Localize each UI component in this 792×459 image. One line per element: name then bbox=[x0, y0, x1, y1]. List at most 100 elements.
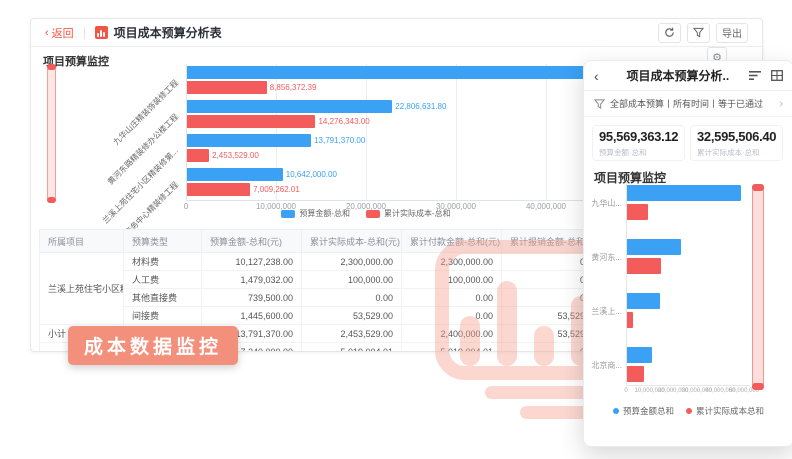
table-header-cell: 累计报销金额-总和(元) bbox=[501, 229, 594, 253]
zoom-handle-top[interactable] bbox=[752, 184, 764, 191]
budget-bar[interactable] bbox=[187, 168, 283, 181]
budget-bar[interactable] bbox=[187, 66, 622, 79]
filter-button[interactable] bbox=[687, 22, 710, 43]
zoom-handle-bottom[interactable] bbox=[752, 383, 764, 390]
category-label: 黄河东... bbox=[591, 253, 622, 262]
x-tick-label: 50,000,000 bbox=[728, 388, 760, 394]
legend-swatch bbox=[281, 209, 296, 218]
value-cell[interactable]: 0 bbox=[501, 270, 594, 289]
refresh-button[interactable] bbox=[658, 22, 681, 43]
window-topbar: ‹ 返回 项目成本预算分析表 导出 bbox=[31, 19, 762, 47]
export-button[interactable]: 导出 bbox=[716, 22, 748, 43]
bar-value-label: 13,791,370.00 bbox=[314, 136, 366, 145]
value-cell[interactable]: 1,479,032.00 bbox=[201, 270, 302, 289]
sort-icon[interactable] bbox=[749, 70, 762, 81]
actual-cost-bar[interactable] bbox=[627, 366, 644, 382]
panel-filter-bar[interactable]: 全部成本预算丨所有时间丨等于已通过 › bbox=[584, 91, 792, 117]
stat-budget-total: 95,569,363.12 预算金额·总和 bbox=[592, 125, 685, 161]
actual-cost-bar[interactable] bbox=[627, 258, 661, 274]
x-tick-label: 40,000,000 bbox=[705, 388, 736, 394]
x-tick-label: 0 bbox=[624, 388, 628, 394]
y-axis-line bbox=[626, 181, 627, 385]
zoom-handle-bottom[interactable] bbox=[47, 197, 56, 203]
x-axis-line bbox=[186, 200, 606, 201]
value-cell[interactable]: 53,529 bbox=[501, 324, 594, 343]
value-cell: 5,019,004.01 bbox=[401, 342, 502, 351]
budget-type-cell: 材料费 bbox=[123, 252, 202, 271]
actual-cost-bar[interactable] bbox=[187, 149, 210, 162]
panel-back-icon[interactable]: ‹ bbox=[594, 67, 599, 84]
funnel-icon bbox=[594, 98, 605, 109]
actual-cost-bar[interactable] bbox=[187, 81, 267, 94]
value-cell[interactable]: 1,445,600.00 bbox=[201, 306, 302, 325]
legend-item[interactable]: 累计实际成本-总和 bbox=[366, 208, 451, 219]
chart-zoom-slider-vertical[interactable] bbox=[47, 64, 56, 203]
back-label: 返回 bbox=[51, 27, 74, 40]
value-cell[interactable]: 10,127,238.00 bbox=[201, 252, 302, 271]
stat-label: 预算金额·总和 bbox=[599, 148, 647, 157]
refresh-icon bbox=[665, 27, 674, 37]
x-tick-label: 20,000,000 bbox=[658, 388, 689, 394]
value-cell[interactable]: 0 bbox=[501, 288, 594, 307]
legend-item[interactable]: 累计实际成本总和 bbox=[686, 405, 764, 417]
actual-cost-bar[interactable] bbox=[187, 115, 316, 128]
stat-actual-cost-total: 32,595,506.40 累计实际成本·总和 bbox=[690, 125, 783, 161]
value-cell[interactable]: 0 bbox=[501, 252, 594, 271]
bar-value-label: 14,276,343.00 bbox=[318, 117, 370, 126]
x-axis-line bbox=[626, 385, 750, 386]
budget-bar[interactable] bbox=[187, 134, 312, 147]
x-tick-label: 10,000,000 bbox=[255, 202, 297, 211]
category-label: 九华山... bbox=[591, 199, 622, 208]
budget-bar[interactable] bbox=[627, 185, 742, 201]
x-tick-label: 20,000,000 bbox=[345, 202, 387, 211]
legend-label: 累计实际成本总和 bbox=[696, 406, 765, 416]
budget-bar[interactable] bbox=[627, 293, 660, 309]
budget-bar[interactable] bbox=[187, 100, 393, 113]
table-view-icon[interactable] bbox=[771, 70, 783, 81]
panel-section-title: 项目预算监控 bbox=[594, 171, 667, 185]
actual-cost-bar[interactable] bbox=[187, 183, 251, 196]
value-cell: 2,400,000.00 bbox=[401, 324, 502, 343]
bar-value-label: 8,856,372.39 bbox=[269, 83, 317, 92]
bar-value-label: 22,806,631.80 bbox=[395, 102, 447, 111]
legend-item[interactable]: 预算金额总和 bbox=[612, 405, 674, 417]
budget-bar[interactable] bbox=[627, 239, 681, 255]
window-title: 项目成本预算分析表 bbox=[113, 26, 222, 40]
cost-monitor-badge: 成本数据监控 bbox=[68, 326, 239, 365]
value-cell: 5,019,004.01 bbox=[301, 342, 402, 351]
gridline bbox=[366, 64, 367, 200]
value-cell[interactable]: 0 bbox=[501, 342, 594, 351]
legend-label: 预算金额总和 bbox=[622, 406, 674, 416]
legend-dot bbox=[612, 408, 619, 414]
budget-type-cell: 其他直接费 bbox=[123, 288, 202, 307]
legend-dot bbox=[686, 408, 692, 414]
table-header-cell: 所属项目 bbox=[39, 229, 124, 253]
gridline bbox=[456, 64, 457, 200]
chevron-right-icon: › bbox=[779, 97, 783, 110]
value-cell[interactable]: 739,500.00 bbox=[201, 288, 302, 307]
value-cell: 100,000.00 bbox=[301, 270, 402, 289]
panel-zoom-slider-vertical[interactable] bbox=[752, 184, 764, 390]
table-header-cell: 预算类型 bbox=[123, 229, 202, 253]
legend-swatch bbox=[366, 209, 380, 218]
table-header-cell: 累计付款金额-总和(元) bbox=[401, 229, 502, 253]
actual-cost-bar[interactable] bbox=[627, 312, 633, 328]
actual-cost-bar[interactable] bbox=[627, 204, 648, 220]
budget-bar[interactable] bbox=[627, 347, 653, 363]
back-button[interactable]: ‹ 返回 bbox=[45, 25, 74, 41]
bar-value-label: 2,453,529.00 bbox=[212, 151, 259, 160]
legend-item[interactable]: 预算金额-总和 bbox=[281, 208, 350, 219]
chart-legend: 预算金额-总和 累计实际成本-总和 bbox=[186, 208, 546, 219]
gridline bbox=[546, 64, 547, 200]
report-icon bbox=[94, 26, 108, 39]
panel-title: 项目成本预算分析.. bbox=[626, 69, 730, 83]
panel-header: ‹ 项目成本预算分析.. bbox=[584, 61, 792, 91]
x-tick-label: 10,000,000 bbox=[634, 388, 665, 394]
category-label: 兰溪上... bbox=[591, 307, 622, 316]
x-tick-label: 30,000,000 bbox=[435, 202, 477, 211]
value-cell[interactable]: 53,529 bbox=[501, 306, 594, 325]
zoom-handle-top[interactable] bbox=[47, 64, 56, 70]
value-cell: 2,453,529.00 bbox=[301, 324, 402, 343]
gridline bbox=[276, 64, 277, 200]
mobile-preview-panel: ‹ 项目成本预算分析.. 全部成本预算丨所有时间丨等于已通过 › 95,569,… bbox=[583, 60, 792, 447]
